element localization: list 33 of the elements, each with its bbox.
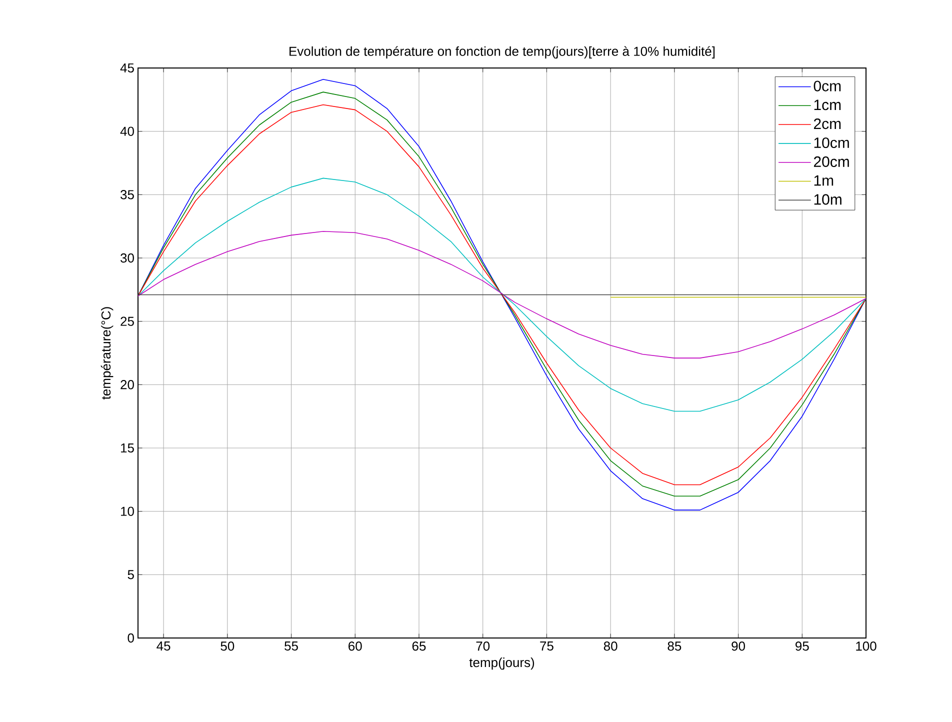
y-tick-label: 20: [120, 380, 134, 390]
legend-label: 1m: [814, 175, 834, 186]
y-tick-label: 30: [120, 253, 134, 263]
x-axis-title: temp(jours): [469, 658, 534, 670]
x-tick-label: 50: [220, 642, 234, 651]
legend-label: 2cm: [814, 118, 841, 130]
x-tick-label: 90: [732, 642, 746, 651]
x-tick-label: 45: [156, 642, 170, 651]
y-axis-title: température(°C): [100, 307, 114, 400]
x-tick-label: 80: [604, 642, 618, 651]
legend-label: 20cm: [814, 156, 849, 168]
y-tick-label: 40: [120, 126, 134, 136]
line-series: [138, 231, 866, 358]
x-tick-label: 85: [668, 642, 682, 651]
x-tick-label: 70: [476, 642, 490, 651]
y-tick-label: 5: [128, 570, 134, 580]
x-tick-label: 75: [540, 642, 554, 651]
x-tick-label: 55: [284, 642, 298, 651]
x-tick-label: 100: [856, 642, 876, 651]
y-tick-label: 0: [128, 633, 134, 643]
legend-label: 10m: [814, 194, 842, 205]
x-tick-label: 65: [412, 642, 426, 651]
chart-title: Evolution de température on fonction de temp(jours)[terre à 10% humidité]: [290, 46, 715, 59]
y-tick-label: 25: [120, 316, 134, 326]
y-tick-label: 10: [121, 506, 134, 516]
legend-label: 10cm: [814, 137, 849, 148]
y-tick-label: 45: [120, 63, 134, 73]
y-tick-label: 35: [120, 190, 134, 200]
legend-label: 1cm: [814, 100, 841, 110]
x-tick-label: 60: [348, 642, 362, 651]
legend-label: 0cm: [814, 80, 841, 92]
y-tick-label: 15: [121, 443, 134, 453]
x-tick-label: 95: [796, 642, 809, 651]
